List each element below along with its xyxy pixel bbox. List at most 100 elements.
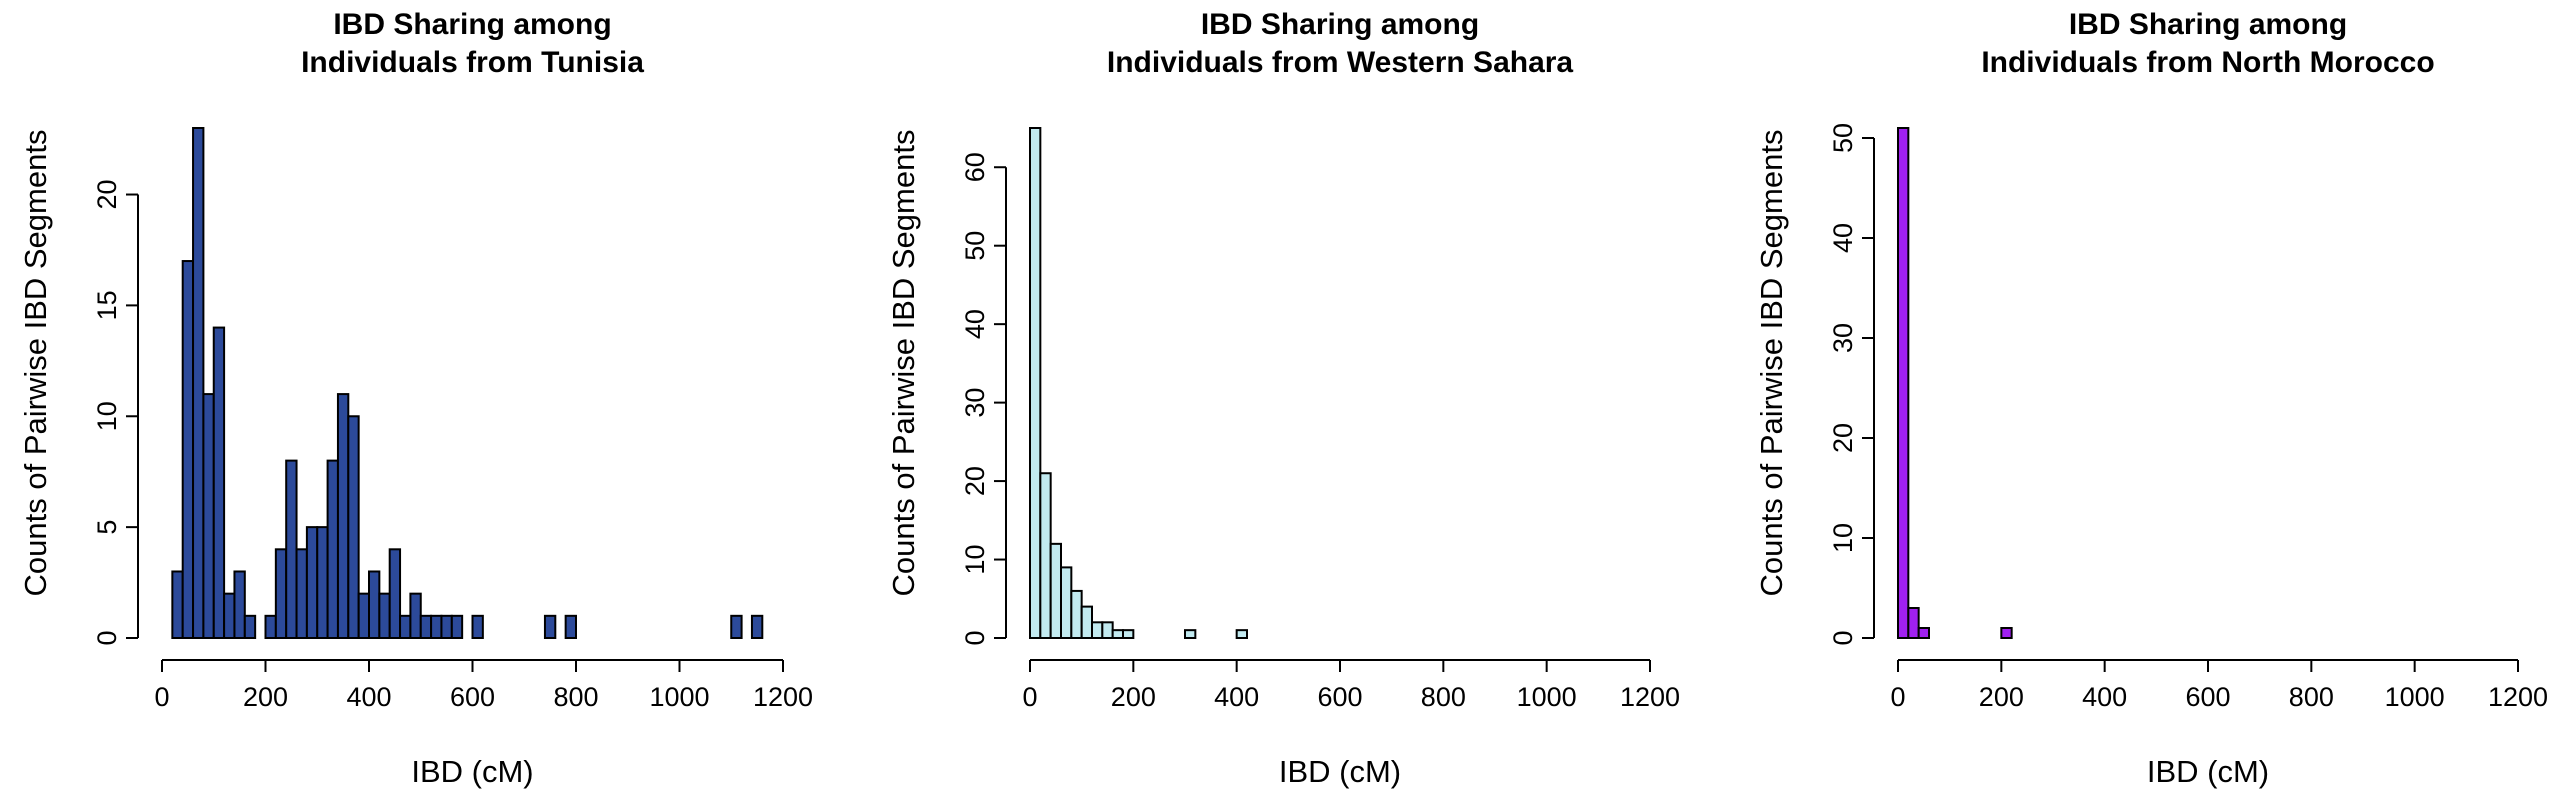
histogram-bar — [419, 614, 433, 640]
chart-title: Individuals from Western Sahara — [1107, 46, 1574, 79]
histogram-bar — [171, 570, 184, 640]
y-tick-label: 15 — [92, 290, 122, 320]
histogram-bar — [1235, 629, 1248, 640]
histogram-bar — [1070, 589, 1083, 640]
y-tick-label: 5 — [92, 520, 122, 535]
y-tick-label: 10 — [1828, 523, 1858, 553]
histogram-bar — [1039, 472, 1052, 639]
x-axis-label: IBD (cM) — [411, 754, 533, 789]
y-tick-label: 10 — [92, 401, 122, 431]
x-tick-label: 800 — [553, 682, 598, 712]
histogram-bar — [430, 614, 443, 640]
histogram-bar — [1091, 621, 1104, 639]
chart-title: Individuals from Tunisia — [301, 46, 644, 79]
y-tick-label: 0 — [92, 630, 122, 645]
x-tick-label: 1200 — [753, 682, 813, 712]
histogram-bar — [440, 614, 453, 640]
histogram-bar — [1029, 127, 1042, 639]
histogram-bar — [233, 570, 246, 640]
histogram-bar — [1907, 607, 1920, 639]
histogram-bar — [264, 614, 277, 640]
histogram-bar — [347, 415, 360, 639]
y-tick-label: 20 — [960, 466, 990, 496]
histogram-bar — [1917, 627, 1930, 639]
x-tick-label: 800 — [1421, 682, 1466, 712]
y-tick-label: 20 — [92, 179, 122, 209]
histogram-bar — [192, 127, 205, 639]
x-tick-label: 1200 — [2488, 682, 2548, 712]
histogram-bar — [316, 526, 329, 639]
histogram-bar — [368, 570, 381, 640]
histogram-bar — [1111, 629, 1124, 640]
x-tick-label: 600 — [1317, 682, 1362, 712]
x-tick-label: 400 — [2082, 682, 2127, 712]
histogram-bar — [1122, 629, 1135, 640]
x-tick-label: 400 — [1214, 682, 1259, 712]
histogram-bar — [295, 548, 308, 639]
histogram-bar — [357, 592, 370, 639]
histogram-bar — [1080, 605, 1093, 639]
histogram-bar — [409, 592, 422, 639]
histogram-bar — [564, 614, 578, 640]
x-tick-label: 200 — [1979, 682, 2024, 712]
x-tick-label: 200 — [1111, 682, 1156, 712]
histogram-bar — [750, 614, 764, 640]
panel-2: IBD Sharing among Individuals from Wester… — [886, 8, 1680, 789]
histogram-bar — [730, 614, 743, 640]
y-tick-label: 30 — [1828, 323, 1858, 353]
histogram-bar — [471, 614, 484, 640]
y-tick-label: 0 — [960, 630, 990, 645]
x-tick-label: 1200 — [1620, 682, 1680, 712]
chart-title: IBD Sharing among — [1201, 8, 1479, 41]
chart-title: IBD Sharing among — [333, 8, 611, 41]
x-tick-label: 800 — [2289, 682, 2334, 712]
histogram-bar — [212, 326, 226, 639]
histogram-bar — [223, 592, 236, 639]
x-axis-label: IBD (cM) — [1279, 754, 1401, 789]
histogram-bar — [285, 459, 298, 640]
panel-3: IBD Sharing among Individuals from North … — [1754, 8, 2548, 789]
y-tick-label: 50 — [960, 231, 990, 261]
x-tick-label: 400 — [346, 682, 391, 712]
histogram-bar — [388, 548, 402, 639]
histogram-bar — [336, 393, 350, 639]
y-tick-label: 10 — [960, 545, 990, 575]
histogram-bar — [326, 459, 339, 640]
y-axis-label: Counts of Pairwise IBD Segments — [886, 130, 921, 597]
x-tick-label: 0 — [1022, 682, 1037, 712]
y-axis-label: Counts of Pairwise IBD Segments — [18, 130, 53, 597]
histogram-bar — [1897, 127, 1910, 639]
x-tick-label: 1000 — [1517, 682, 1577, 712]
x-tick-label: 1000 — [649, 682, 709, 712]
chart-title: Individuals from North Morocco — [1981, 46, 2434, 79]
histogram-bar — [202, 393, 215, 639]
histogram-bar — [305, 526, 319, 639]
y-tick-label: 40 — [1828, 223, 1858, 253]
y-tick-label: 50 — [1828, 123, 1858, 153]
x-axis-label: IBD (cM) — [2147, 754, 2269, 789]
y-tick-label: 30 — [960, 388, 990, 418]
y-axis-label: Counts of Pairwise IBD Segments — [1754, 130, 1789, 597]
histogram-bar — [450, 614, 464, 640]
y-tick-label: 40 — [960, 309, 990, 339]
panel-1: IBD Sharing among Individuals from Tunisi… — [18, 8, 813, 789]
x-tick-label: 1000 — [2385, 682, 2445, 712]
x-tick-label: 0 — [154, 682, 169, 712]
x-tick-label: 600 — [2185, 682, 2230, 712]
x-tick-label: 200 — [243, 682, 288, 712]
histogram-bar — [274, 548, 288, 639]
x-tick-label: 600 — [450, 682, 495, 712]
histogram-bar — [2000, 627, 2013, 639]
histogram-bar — [1060, 566, 1073, 640]
histogram-bar — [1049, 542, 1062, 639]
histogram-bar — [543, 614, 557, 640]
histogram-bar — [243, 614, 257, 640]
histogram-bar — [378, 592, 391, 639]
histogram-bar — [399, 614, 412, 640]
chart-title: IBD Sharing among — [2069, 8, 2347, 41]
x-tick-label: 0 — [1890, 682, 1905, 712]
y-tick-label: 20 — [1828, 423, 1858, 453]
y-tick-label: 0 — [1828, 630, 1858, 645]
y-tick-label: 60 — [960, 152, 990, 182]
